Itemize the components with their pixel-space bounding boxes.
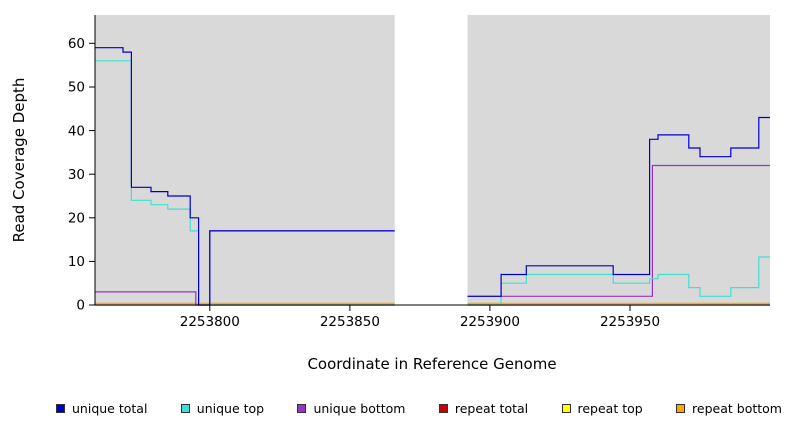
legend-item-unique-top: unique top: [180, 400, 265, 416]
series-unique-bottom: [467, 164, 770, 297]
x-tick-label: 2253800: [180, 314, 240, 330]
coverage-plot: Coordinate in Reference Genome Read Cove…: [10, 15, 770, 373]
x-tick-label: 2253900: [460, 314, 520, 330]
legend-swatch-repeat-total: [438, 403, 448, 413]
y-tick-label: 60: [68, 36, 85, 52]
legend-label-repeat-top: repeat top: [577, 400, 643, 416]
x-tick-label: 2253850: [320, 314, 380, 330]
legend-label-repeat-bottom: repeat bottom: [692, 400, 782, 416]
legend-swatch-unique-total: [56, 403, 65, 413]
legend-label-repeat-total: repeat total: [454, 400, 529, 416]
legend-swatch-unique-bottom: [297, 403, 307, 413]
legend-swatch-repeat-bottom: [676, 403, 686, 413]
masked-region: [394, 15, 468, 305]
legend-item-repeat-bottom: repeat bottom: [676, 401, 782, 416]
series-unique-total: [467, 116, 770, 297]
legend-label-unique-bottom: unique bottom: [313, 400, 406, 416]
y-tick-label: 20: [68, 211, 85, 227]
legend-label-unique-top: unique top: [196, 400, 265, 416]
chart-legend: unique total unique top unique bottom repea…: [0, 392, 792, 424]
y-tick-label: 10: [68, 254, 85, 270]
legend-item-repeat-total: repeat total: [438, 400, 529, 416]
legend-swatch-repeat-top: [561, 403, 571, 413]
y-tick-label: 40: [68, 123, 85, 139]
y-tick-label: 0: [76, 298, 85, 314]
legend-item-unique-bottom: unique bottom: [297, 400, 406, 416]
series-unique-top: [467, 256, 770, 306]
legend-item-unique-total: unique total: [56, 401, 147, 416]
legend-swatch-unique-top: [180, 403, 190, 413]
x-tick-label: 2253950: [600, 314, 660, 330]
y-tick-label: 50: [68, 80, 85, 96]
y-axis-title: Read Coverage Depth: [10, 78, 28, 243]
legend-item-repeat-top: repeat top: [561, 400, 643, 416]
y-tick-label: 30: [68, 167, 85, 183]
x-axis-title: Coordinate in Reference Genome: [307, 355, 556, 373]
legend-label-unique-total: unique total: [72, 400, 148, 416]
